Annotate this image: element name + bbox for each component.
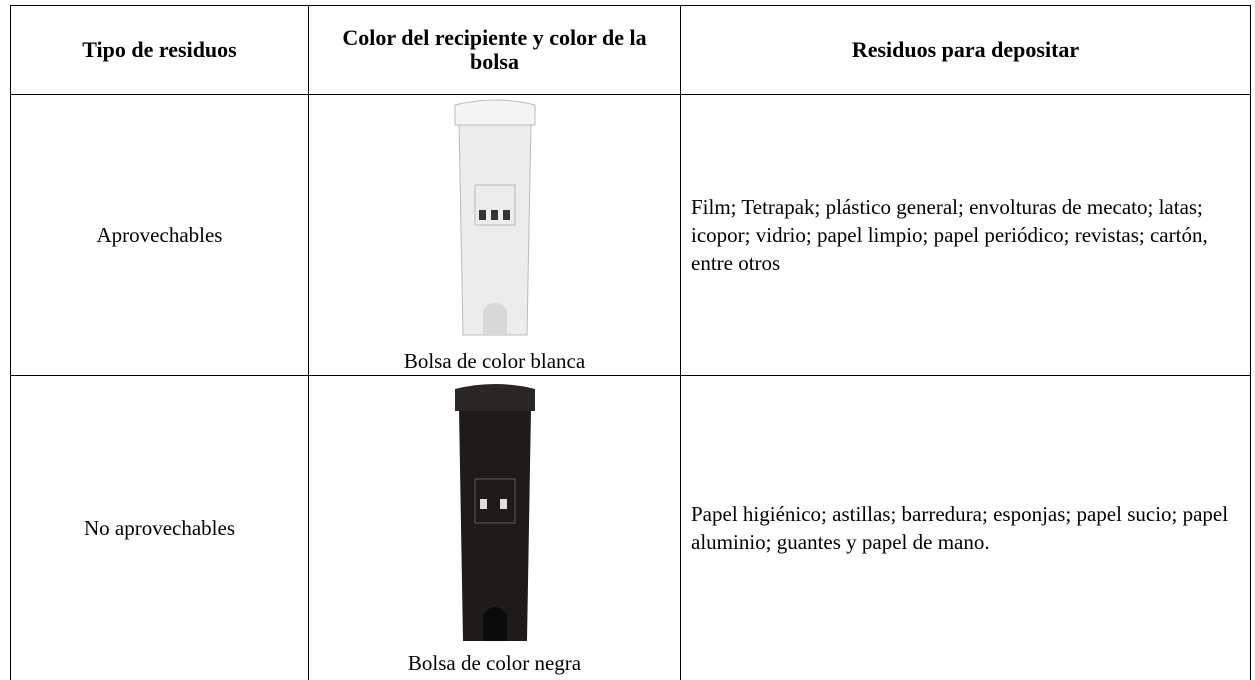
waste-table: Tipo de residuos Color del recipiente y … [10,5,1251,680]
bin-icon [479,498,487,509]
header-cell: Color del recipiente y color de la bolsa [308,5,681,95]
bin-lid [454,383,535,411]
black-bin [454,383,535,641]
bag-label: Bolsa de color blanca [403,349,586,373]
bin-icon [499,498,507,509]
bin-icon [502,210,510,220]
header-row: Tipo de residuos Color del recipiente y … [10,5,1251,95]
residues-cell: Film; Tetrapak; plástico general; envolt… [680,94,1251,376]
bin-lid [454,99,535,126]
bin-icon [490,210,498,220]
type-cell: No aprovechables [10,375,309,680]
residues-cell: Papel higiénico; astillas; barredura; es… [680,375,1251,680]
type-cell: Aprovechables [10,94,309,376]
bin-pedal [482,302,507,335]
bag-label: Bolsa de color negra [407,650,582,675]
white-bin [454,99,535,336]
bin-cell: Bolsa de color blanca [308,94,681,376]
table-row: No aprovechables Bolsa de color negra Pa… [10,375,1251,680]
bin-pedal [482,606,507,641]
table-row: Aprovechables Bolsa de color blanca Film… [10,94,1251,376]
bin-body [458,408,531,641]
bin-label [474,184,515,226]
header-cell: Residuos para depositar [680,5,1251,95]
bin-label [474,478,515,524]
header-cell: Tipo de residuos [10,5,309,95]
header-text: Color del recipiente y color de la bolsa [342,25,647,74]
bin-icon [478,210,486,220]
bin-cell: Bolsa de color negra [308,375,681,680]
